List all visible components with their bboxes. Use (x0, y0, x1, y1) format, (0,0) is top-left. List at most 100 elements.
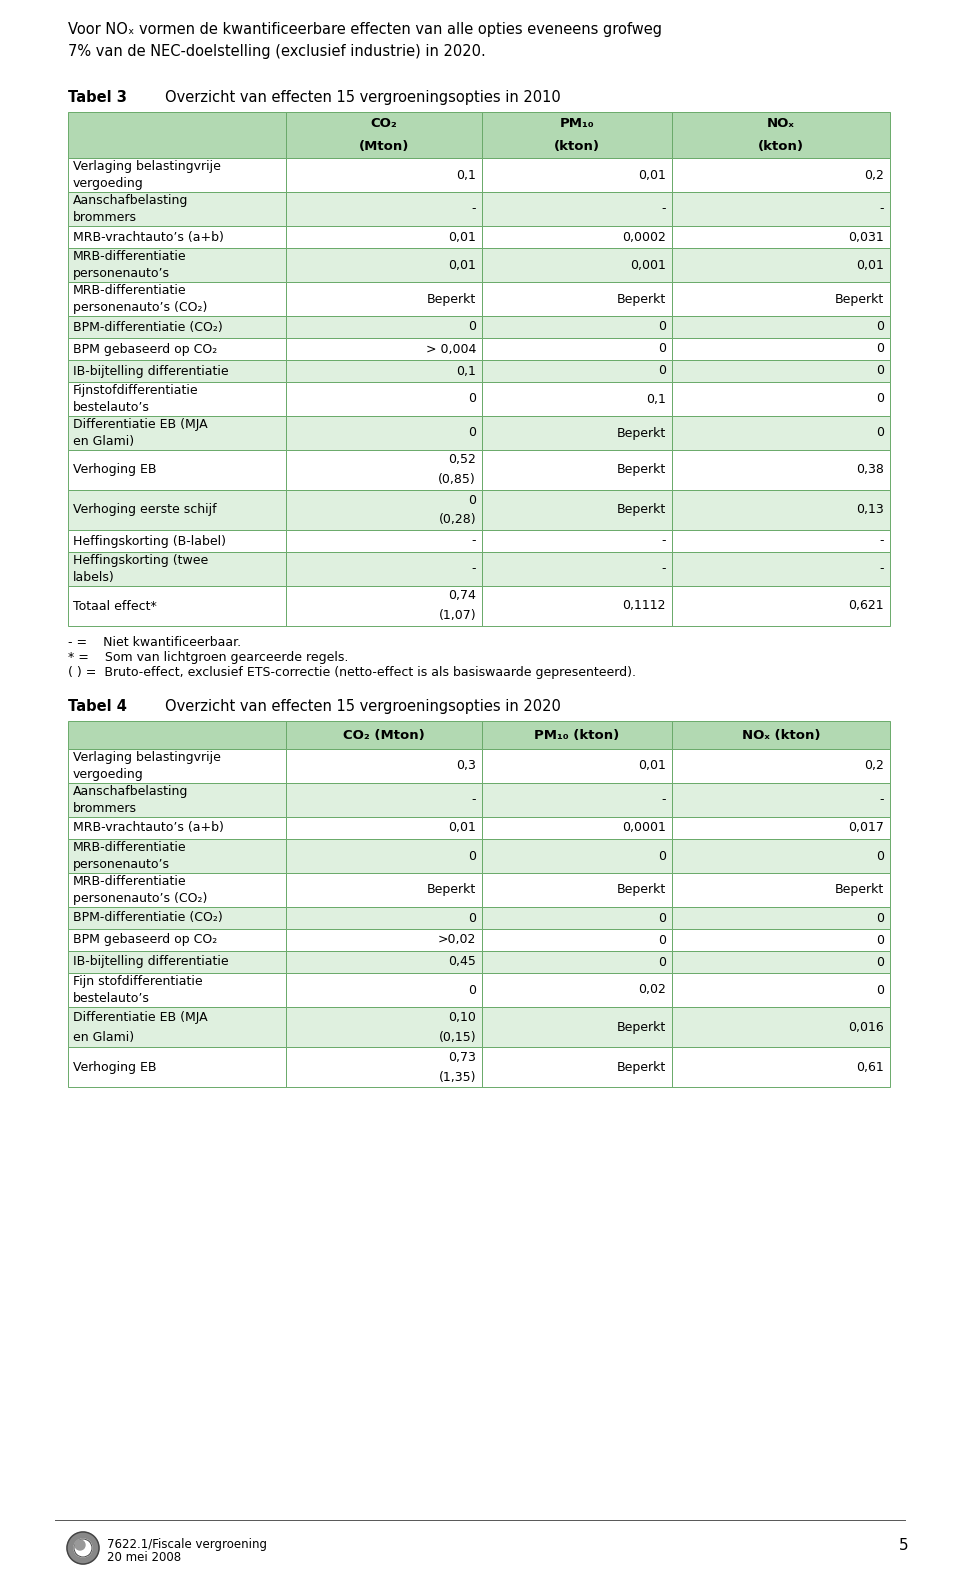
Text: Beperkt: Beperkt (427, 884, 476, 897)
Text: 0: 0 (876, 343, 884, 355)
Bar (286, 816, 482, 838)
Text: Beperkt: Beperkt (835, 884, 884, 897)
Bar (672, 226, 890, 248)
Text: 0: 0 (876, 984, 884, 996)
Text: - =    Niet kwantificeerbaar.: - = Niet kwantificeerbaar. (68, 636, 241, 649)
Bar (672, 283, 890, 316)
Bar (672, 1007, 890, 1047)
Bar (286, 1047, 482, 1086)
Text: 0,13: 0,13 (856, 504, 884, 516)
Bar (68, 531, 286, 553)
Text: 0,73: 0,73 (448, 1050, 476, 1064)
Text: Beperkt: Beperkt (427, 292, 476, 305)
Bar (482, 553, 672, 586)
Text: 0,0001: 0,0001 (622, 821, 666, 834)
Bar (286, 450, 482, 489)
Text: 0,01: 0,01 (638, 759, 666, 772)
Bar (672, 553, 890, 586)
Text: 0,1: 0,1 (456, 365, 476, 377)
Bar (68, 1007, 286, 1047)
Bar (672, 450, 890, 489)
Bar (672, 382, 890, 415)
Bar (672, 973, 890, 1007)
Bar (68, 193, 286, 226)
Bar (286, 783, 482, 816)
Text: >0,02: >0,02 (438, 933, 476, 946)
Bar (482, 450, 672, 489)
Bar (286, 973, 482, 1007)
Bar (482, 586, 672, 625)
Text: MRB-vrachtauto’s (a+b): MRB-vrachtauto’s (a+b) (73, 231, 224, 243)
Text: Beperkt: Beperkt (616, 1061, 666, 1074)
Text: 0,031: 0,031 (849, 231, 884, 243)
Text: 0,74: 0,74 (448, 589, 476, 603)
Bar (672, 783, 890, 816)
Text: 0: 0 (658, 955, 666, 968)
Bar (286, 531, 482, 553)
Bar (68, 816, 286, 838)
Text: (0,85): (0,85) (439, 474, 476, 486)
Bar (672, 248, 890, 283)
Bar (68, 226, 286, 248)
Text: 0,02: 0,02 (638, 984, 666, 996)
Text: PM₁₀: PM₁₀ (560, 117, 594, 129)
Bar (286, 158, 482, 193)
Bar (68, 1047, 286, 1086)
Text: 0,52: 0,52 (448, 453, 476, 466)
Bar (286, 193, 482, 226)
Bar (68, 748, 286, 783)
Bar (672, 816, 890, 838)
Bar (286, 553, 482, 586)
Text: 0,3: 0,3 (456, 759, 476, 772)
Bar (286, 838, 482, 873)
Bar (482, 1047, 672, 1086)
Text: NOₓ: NOₓ (767, 117, 795, 129)
Text: Differentiatie EB (MJA: Differentiatie EB (MJA (73, 418, 207, 431)
Bar (286, 928, 482, 951)
Text: 0,1: 0,1 (456, 169, 476, 182)
Bar (68, 873, 286, 906)
Text: 0: 0 (658, 343, 666, 355)
Bar (482, 360, 672, 382)
Bar (672, 112, 890, 158)
Bar (482, 283, 672, 316)
Text: BPM-differentiatie (CO₂): BPM-differentiatie (CO₂) (73, 321, 223, 333)
Text: BPM gebaseerd op CO₂: BPM gebaseerd op CO₂ (73, 933, 217, 946)
Text: -: - (471, 794, 476, 807)
Text: Beperkt: Beperkt (616, 426, 666, 439)
Text: 7% van de NEC-doelstelling (exclusief industrie) in 2020.: 7% van de NEC-doelstelling (exclusief in… (68, 44, 486, 58)
Text: CO₂: CO₂ (371, 117, 397, 129)
Bar (286, 360, 482, 382)
Bar (672, 1047, 890, 1086)
Text: 0: 0 (876, 321, 884, 333)
Text: 0,017: 0,017 (848, 821, 884, 834)
Text: 0,2: 0,2 (864, 169, 884, 182)
Bar (286, 586, 482, 625)
Text: 20 mei 2008: 20 mei 2008 (107, 1551, 181, 1565)
Bar (286, 248, 482, 283)
Text: 0,10: 0,10 (448, 1011, 476, 1023)
Text: Totaal effect*: Totaal effect* (73, 600, 156, 613)
Text: MRB-differentiatie: MRB-differentiatie (73, 875, 186, 887)
Text: en Glami): en Glami) (73, 434, 134, 448)
Text: Beperkt: Beperkt (616, 292, 666, 305)
Text: IB-bijtelling differentiatie: IB-bijtelling differentiatie (73, 955, 228, 968)
Bar (286, 382, 482, 415)
Text: 0,001: 0,001 (630, 259, 666, 272)
Bar (482, 951, 672, 973)
Text: 0,01: 0,01 (448, 821, 476, 834)
Text: 0,01: 0,01 (856, 259, 884, 272)
Bar (482, 873, 672, 906)
Bar (482, 489, 672, 531)
Bar (482, 338, 672, 360)
Bar (286, 415, 482, 450)
Circle shape (67, 1532, 99, 1565)
Bar (672, 338, 890, 360)
Circle shape (75, 1540, 85, 1551)
Bar (482, 906, 672, 928)
Bar (286, 226, 482, 248)
Text: brommers: brommers (73, 212, 137, 224)
Text: Heffingskorting (twee: Heffingskorting (twee (73, 554, 208, 567)
Bar (68, 906, 286, 928)
Text: en Glami): en Glami) (73, 1031, 134, 1044)
